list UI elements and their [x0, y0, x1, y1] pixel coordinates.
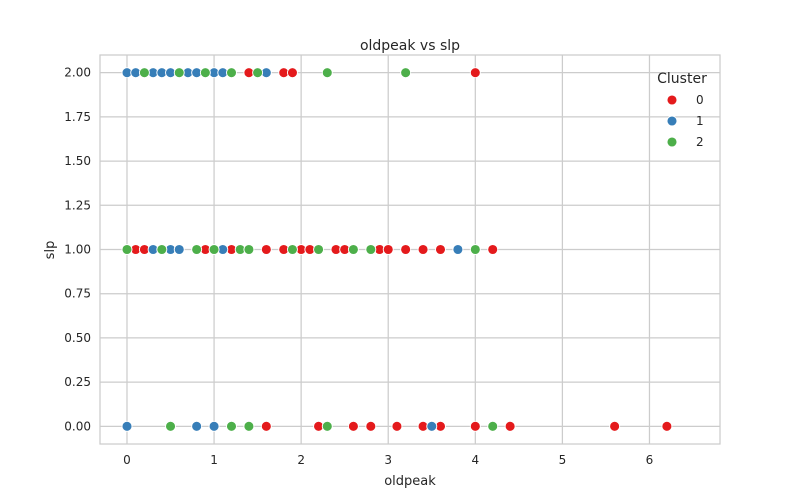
data-point [365, 420, 377, 432]
data-point [469, 244, 481, 255]
chart-title: oldpeak vs slp [360, 38, 460, 54]
data-point [487, 244, 499, 255]
x-tick-label: 6 [646, 453, 654, 467]
data-point [469, 420, 481, 432]
data-point [165, 420, 176, 432]
y-tick-label: 1.25 [64, 198, 91, 212]
data-point [191, 420, 203, 432]
data-point [417, 244, 429, 255]
legend-title: Cluster [657, 71, 707, 87]
data-point [252, 67, 264, 79]
y-tick-label: 0.00 [64, 419, 91, 433]
data-point [321, 420, 333, 432]
x-tick-label: 5 [559, 453, 567, 467]
legend-label: 1 [696, 114, 704, 128]
data-point [661, 420, 673, 432]
data-points [121, 67, 673, 432]
data-point [400, 244, 412, 255]
data-point [260, 244, 272, 255]
data-point [382, 244, 394, 255]
data-point [121, 420, 133, 432]
data-point [191, 244, 203, 255]
legend-label: 0 [696, 93, 704, 107]
legend-marker [666, 136, 678, 148]
series-cluster-2 [121, 67, 499, 432]
data-point [208, 420, 220, 432]
legend-items: 0 1 2 [666, 93, 704, 149]
data-point [286, 67, 298, 79]
data-point [609, 420, 621, 432]
data-point [426, 420, 438, 432]
data-point [365, 244, 377, 255]
data-point [347, 420, 359, 432]
x-axis-label: oldpeak [384, 474, 436, 489]
x-tick-label: 1 [210, 453, 218, 467]
data-point [243, 420, 255, 432]
y-tick-label: 0.50 [64, 331, 91, 345]
data-point [321, 67, 333, 79]
y-tick-label: 1.50 [64, 154, 91, 168]
data-point [347, 244, 359, 255]
data-point [452, 244, 464, 255]
data-point [121, 244, 133, 255]
data-point [313, 244, 325, 255]
data-point [138, 67, 150, 79]
data-point [173, 67, 185, 79]
data-point [156, 244, 168, 255]
series-cluster-0 [130, 67, 673, 432]
y-tick-label: 1.75 [64, 110, 91, 124]
legend-label: 2 [696, 135, 704, 149]
y-tick-label: 1.00 [64, 243, 91, 257]
x-tick-label: 0 [123, 453, 131, 467]
data-point [504, 420, 516, 432]
data-point [199, 67, 211, 79]
data-point [435, 244, 446, 255]
data-point [226, 420, 237, 432]
y-axis-ticks: 0.00 0.25 0.50 0.75 1.00 1.25 1.50 1.75 2.00 [64, 66, 91, 434]
data-point [173, 244, 185, 255]
data-point [487, 420, 499, 432]
y-tick-label: 0.25 [64, 375, 91, 389]
legend: Cluster 0 1 2 [657, 71, 707, 149]
data-point [469, 67, 481, 79]
data-point [286, 244, 298, 255]
series-cluster-1 [121, 67, 464, 432]
data-point [400, 67, 412, 79]
data-point [243, 244, 255, 255]
legend-marker [666, 94, 678, 106]
data-point [260, 420, 272, 432]
y-axis-label: slp [43, 241, 58, 260]
plot-area-frame [99, 54, 721, 445]
x-tick-label: 2 [297, 453, 305, 467]
x-axis-ticks: 0 1 2 3 4 5 6 [123, 453, 653, 467]
data-point [226, 67, 237, 79]
data-point [208, 244, 220, 255]
legend-marker [666, 115, 678, 127]
data-point [391, 420, 403, 432]
y-tick-label: 0.75 [64, 287, 91, 301]
x-tick-label: 4 [471, 453, 479, 467]
x-tick-label: 3 [384, 453, 392, 467]
y-tick-label: 2.00 [64, 66, 91, 80]
